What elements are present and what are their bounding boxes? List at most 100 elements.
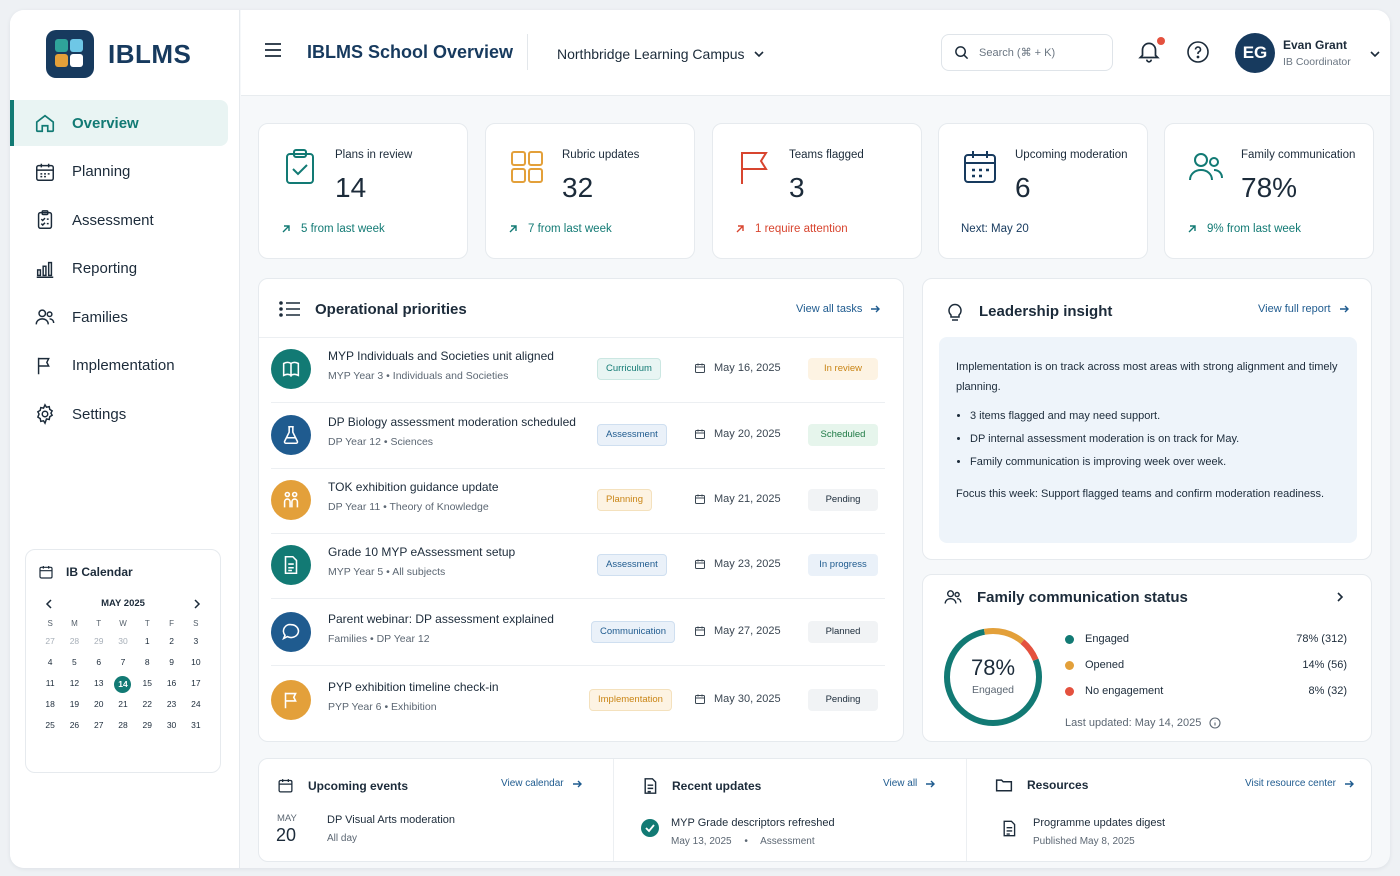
calendar-day[interactable]: 7 xyxy=(120,657,126,667)
calendar-day[interactable]: 31 xyxy=(191,720,201,730)
event-name[interactable]: DP Visual Arts moderation xyxy=(327,814,455,826)
calendar-day[interactable]: 15 xyxy=(142,678,153,688)
task-icon-circle xyxy=(271,545,311,585)
kpi-rubric-updates[interactable]: Rubric updates 32 7 from last week xyxy=(485,123,695,259)
chevron-left-icon[interactable] xyxy=(44,598,54,609)
calendar-day[interactable]: 20 xyxy=(93,699,104,709)
avatar[interactable]: EG xyxy=(1235,33,1275,73)
page-title: IBLMS School Overview xyxy=(307,42,514,62)
task-row[interactable]: Grade 10 MYP eAssessment setup MYP Year 5… xyxy=(271,533,885,599)
sidebar-item-implementation[interactable]: Implementation xyxy=(10,343,240,389)
calendar-day[interactable]: 30 xyxy=(118,636,128,646)
calendar-day[interactable]: 28 xyxy=(118,720,128,730)
calendar-day[interactable]: 17 xyxy=(191,678,201,688)
search-input[interactable]: Search (⌘ + K) xyxy=(941,34,1113,71)
view-full-report-link[interactable]: View full report xyxy=(1258,303,1350,315)
calendar-day[interactable]: 13 xyxy=(93,678,104,688)
task-date-text: May 23, 2025 xyxy=(714,558,781,570)
sidebar-nav: Overview Planning Assessment Reporting F… xyxy=(10,100,240,440)
calendar-day[interactable]: 24 xyxy=(191,699,201,709)
calendar-day[interactable]: 21 xyxy=(118,699,128,709)
calendar-day[interactable]: 30 xyxy=(166,720,177,730)
info-icon[interactable] xyxy=(1209,717,1221,729)
calendar-day[interactable]: 14 xyxy=(111,676,135,693)
task-row[interactable]: TOK exhibition guidance update DP Year 11… xyxy=(271,468,885,534)
sidebar-item-planning[interactable]: Planning xyxy=(10,149,240,195)
calendar-day[interactable]: 3 xyxy=(193,636,199,646)
calendar-day[interactable]: 22 xyxy=(142,699,153,709)
calendar-day[interactable]: 28 xyxy=(69,636,80,646)
calendar-day[interactable]: 29 xyxy=(142,720,153,730)
chevron-right-icon[interactable] xyxy=(1335,591,1345,603)
campus-selector[interactable]: Northbridge Learning Campus xyxy=(557,46,765,62)
task-row[interactable]: MYP Individuals and Societies unit align… xyxy=(271,337,885,403)
insight-bullet: DP internal assessment moderation is on … xyxy=(970,428,1340,451)
sidebar-item-overview[interactable]: Overview xyxy=(10,100,228,146)
sidebar-item-reporting[interactable]: Reporting xyxy=(10,246,240,292)
task-row[interactable]: PYP exhibition timeline check-in PYP Year… xyxy=(271,668,885,734)
legend-label: Opened xyxy=(1085,659,1125,671)
chevron-right-icon[interactable] xyxy=(192,598,202,609)
task-icon-circle xyxy=(271,612,311,652)
calendar-day[interactable]: 9 xyxy=(169,657,174,667)
panel-title: Leadership insight xyxy=(979,302,1113,320)
menu-icon[interactable] xyxy=(263,42,283,58)
visit-resource-center-link[interactable]: Visit resource center xyxy=(1245,778,1355,789)
insight-intro: Implementation is on track across most a… xyxy=(956,361,1338,393)
calendar-day[interactable]: 2 xyxy=(169,636,174,646)
logo[interactable]: IBLMS xyxy=(46,30,191,78)
calendar-day[interactable]: 16 xyxy=(166,678,177,688)
link-label: Visit resource center xyxy=(1245,778,1336,789)
task-row[interactable]: Parent webinar: DP assessment explained F… xyxy=(271,600,885,666)
kpi-upcoming-moderation[interactable]: Upcoming moderation 6 Next: May 20 xyxy=(938,123,1148,259)
kpi-family-communication[interactable]: Family communication 78% 9% from last we… xyxy=(1164,123,1374,259)
sidebar-item-settings[interactable]: Settings xyxy=(10,391,240,437)
notification-bell-icon[interactable] xyxy=(1136,38,1162,64)
calendar-day[interactable]: 27 xyxy=(45,636,55,646)
task-title: DP Biology assessment moderation schedul… xyxy=(328,415,576,429)
calendar-day[interactable]: 29 xyxy=(93,636,104,646)
calendar-day[interactable]: 4 xyxy=(47,657,53,667)
sidebar-item-families[interactable]: Families xyxy=(10,294,240,340)
sidebar-item-assessment[interactable]: Assessment xyxy=(10,197,240,243)
status-badge: Pending xyxy=(808,689,878,711)
calendar-day[interactable]: 10 xyxy=(191,657,201,667)
event-month: MAY xyxy=(277,813,297,824)
view-all-tasks-link[interactable]: View all tasks xyxy=(796,303,881,315)
link-label: View full report xyxy=(1258,303,1331,315)
task-icon-circle xyxy=(271,680,311,720)
resource-date: Published May 8, 2025 xyxy=(1033,836,1135,847)
top-header: IBLMS School Overview Northbridge Learni… xyxy=(241,10,1390,96)
kpi-teams-flagged[interactable]: Teams flagged 3 1 require attention xyxy=(712,123,922,259)
view-all-updates-link[interactable]: View all xyxy=(883,778,936,789)
calendar-month-nav: MAY 2025 xyxy=(38,598,208,609)
task-row[interactable]: DP Biology assessment moderation schedul… xyxy=(271,403,885,469)
calendar-day[interactable]: 25 xyxy=(45,720,55,730)
calendar-day[interactable]: 23 xyxy=(166,699,177,709)
kpi-plans-in-review[interactable]: Plans in review 14 5 from last week xyxy=(258,123,468,259)
home-icon xyxy=(35,114,55,133)
calendar-day[interactable]: 6 xyxy=(96,657,102,667)
calendar-day[interactable]: 26 xyxy=(69,720,80,730)
calendar-day[interactable]: 5 xyxy=(72,657,77,667)
legend-label: Engaged xyxy=(1085,633,1130,645)
calendar-day[interactable]: 27 xyxy=(93,720,104,730)
kpi-label: Plans in review xyxy=(335,149,413,161)
calendar-day[interactable]: 1 xyxy=(144,636,150,646)
calendar-day[interactable]: 12 xyxy=(69,678,80,688)
panel-header: Leadership insight xyxy=(945,300,1112,322)
update-name[interactable]: MYP Grade descriptors refreshed xyxy=(671,817,835,829)
ib-calendar: IB Calendar MAY 2025 S M T W T F S 27 28 29 30 1 2 3 4… xyxy=(25,549,221,773)
task-title: PYP exhibition timeline check-in xyxy=(328,680,499,694)
view-calendar-link[interactable]: View calendar xyxy=(501,778,583,789)
link-label: View calendar xyxy=(501,778,564,789)
kpi-label: Upcoming moderation xyxy=(1015,149,1128,161)
calendar-day[interactable]: 8 xyxy=(144,657,150,667)
help-icon[interactable] xyxy=(1186,40,1210,64)
chevron-down-icon[interactable] xyxy=(1369,50,1381,58)
family-communication-panel[interactable]: Family communication status 78% Engaged … xyxy=(922,574,1372,742)
resource-name[interactable]: Programme updates digest xyxy=(1033,817,1166,829)
calendar-day[interactable]: 19 xyxy=(69,699,80,709)
calendar-day[interactable]: 18 xyxy=(45,699,55,709)
calendar-day[interactable]: 11 xyxy=(45,678,55,688)
